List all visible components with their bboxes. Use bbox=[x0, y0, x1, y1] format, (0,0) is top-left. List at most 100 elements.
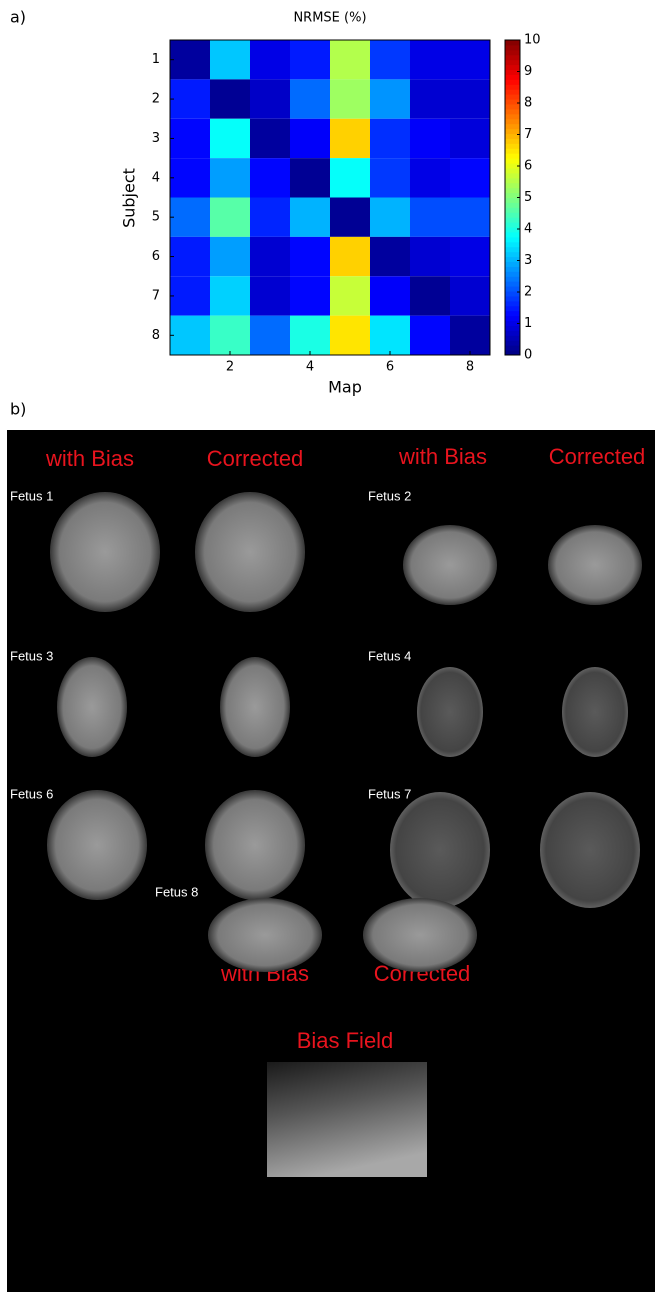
heat-cell bbox=[250, 316, 290, 355]
colorbar-segment bbox=[505, 330, 520, 335]
fetus-label: Fetus 8 bbox=[155, 884, 198, 899]
colorbar-segment bbox=[505, 124, 520, 129]
colorbar-segment bbox=[505, 158, 520, 163]
heat-cell bbox=[410, 119, 450, 158]
colorbar-segment bbox=[505, 173, 520, 178]
colorbar-segment bbox=[505, 217, 520, 222]
heat-cell bbox=[170, 276, 210, 315]
heat-cell bbox=[170, 158, 210, 197]
brain-image bbox=[208, 898, 322, 972]
heat-cell bbox=[250, 119, 290, 158]
heat-cell bbox=[330, 198, 370, 237]
y-tick-label: 7 bbox=[152, 288, 160, 303]
colorbar-segment bbox=[505, 247, 520, 252]
column-header: Corrected bbox=[549, 444, 646, 469]
heat-cell bbox=[330, 119, 370, 158]
heat-cell bbox=[250, 276, 290, 315]
heat-cell bbox=[210, 40, 250, 79]
colorbar-segment bbox=[505, 99, 520, 104]
colorbar-segment bbox=[505, 237, 520, 242]
heat-cell bbox=[290, 79, 330, 118]
heat-cell bbox=[210, 316, 250, 355]
brain-image bbox=[417, 667, 483, 757]
fetus-label: Fetus 4 bbox=[368, 648, 411, 663]
x-tick-label: 4 bbox=[306, 360, 314, 375]
colorbar-tick-label: 4 bbox=[524, 222, 532, 237]
colorbar-segment bbox=[505, 227, 520, 232]
bias-field-title: Bias Field bbox=[297, 1028, 394, 1053]
colorbar-segment bbox=[505, 153, 520, 158]
column-header: with Bias bbox=[45, 446, 134, 471]
colorbar-segment bbox=[505, 183, 520, 188]
colorbar-segment bbox=[505, 261, 520, 266]
heat-cell bbox=[410, 79, 450, 118]
colorbar-tick-label: 9 bbox=[524, 64, 532, 79]
heat-cell bbox=[450, 276, 490, 315]
colorbar-tick-label: 7 bbox=[524, 127, 532, 142]
heat-cell bbox=[290, 276, 330, 315]
heat-cell bbox=[410, 158, 450, 197]
colorbar-segment bbox=[505, 316, 520, 321]
heat-cell bbox=[450, 119, 490, 158]
colorbar-segment bbox=[505, 55, 520, 60]
colorbar-segment bbox=[505, 257, 520, 262]
panel-label: a) bbox=[10, 8, 26, 27]
x-tick-label: 8 bbox=[466, 360, 474, 375]
heat-cell bbox=[330, 237, 370, 276]
colorbar-segment bbox=[505, 50, 520, 55]
fetus-label: Fetus 7 bbox=[368, 786, 411, 801]
colorbar-segment bbox=[505, 301, 520, 306]
colorbar-segment bbox=[505, 306, 520, 311]
heat-cell bbox=[210, 119, 250, 158]
heat-cell bbox=[370, 237, 410, 276]
colorbar-segment bbox=[505, 70, 520, 75]
heat-cell bbox=[210, 276, 250, 315]
heat-cell bbox=[410, 198, 450, 237]
x-axis-label: Map bbox=[328, 378, 362, 397]
brain-image bbox=[57, 657, 127, 757]
heat-cell bbox=[290, 119, 330, 158]
colorbar-segment bbox=[505, 188, 520, 193]
panel-label: b) bbox=[10, 400, 26, 419]
heat-cell bbox=[170, 79, 210, 118]
brain-image bbox=[403, 525, 497, 605]
heat-cell bbox=[210, 158, 250, 197]
fetus-label: Fetus 1 bbox=[10, 488, 53, 503]
figure: a) NRMSE (%) Map Subject b) 246812345678… bbox=[0, 0, 655, 1292]
colorbar-segment bbox=[505, 311, 520, 316]
colorbar-segment bbox=[505, 242, 520, 247]
colorbar-segment bbox=[505, 345, 520, 350]
colorbar-segment bbox=[505, 168, 520, 173]
colorbar-segment bbox=[505, 266, 520, 271]
heat-cell bbox=[290, 198, 330, 237]
brain-image bbox=[540, 792, 640, 908]
heat-cell bbox=[450, 316, 490, 355]
colorbar-segment bbox=[505, 222, 520, 227]
heat-cell bbox=[370, 276, 410, 315]
heat-cell bbox=[330, 79, 370, 118]
colorbar-segment bbox=[505, 198, 520, 203]
colorbar-segment bbox=[505, 335, 520, 340]
heat-cell bbox=[330, 158, 370, 197]
y-tick-label: 2 bbox=[152, 92, 160, 107]
heat-cell bbox=[210, 237, 250, 276]
heat-cell bbox=[330, 40, 370, 79]
heat-cell bbox=[450, 237, 490, 276]
heat-cell bbox=[170, 119, 210, 158]
brain-image bbox=[390, 792, 490, 908]
heat-cell bbox=[410, 276, 450, 315]
y-tick-label: 5 bbox=[152, 210, 160, 225]
chart-title: NRMSE (%) bbox=[293, 11, 366, 26]
colorbar-segment bbox=[505, 79, 520, 84]
fetus-label: Fetus 3 bbox=[10, 648, 53, 663]
colorbar-tick-label: 5 bbox=[524, 190, 532, 205]
x-tick-label: 6 bbox=[386, 360, 394, 375]
colorbar-segment bbox=[505, 40, 520, 45]
heat-cell bbox=[210, 198, 250, 237]
colorbar-tick-label: 3 bbox=[524, 253, 532, 268]
colorbar-segment bbox=[505, 340, 520, 345]
colorbar-segment bbox=[505, 104, 520, 109]
heat-cell bbox=[450, 198, 490, 237]
colorbar-segment bbox=[505, 212, 520, 217]
